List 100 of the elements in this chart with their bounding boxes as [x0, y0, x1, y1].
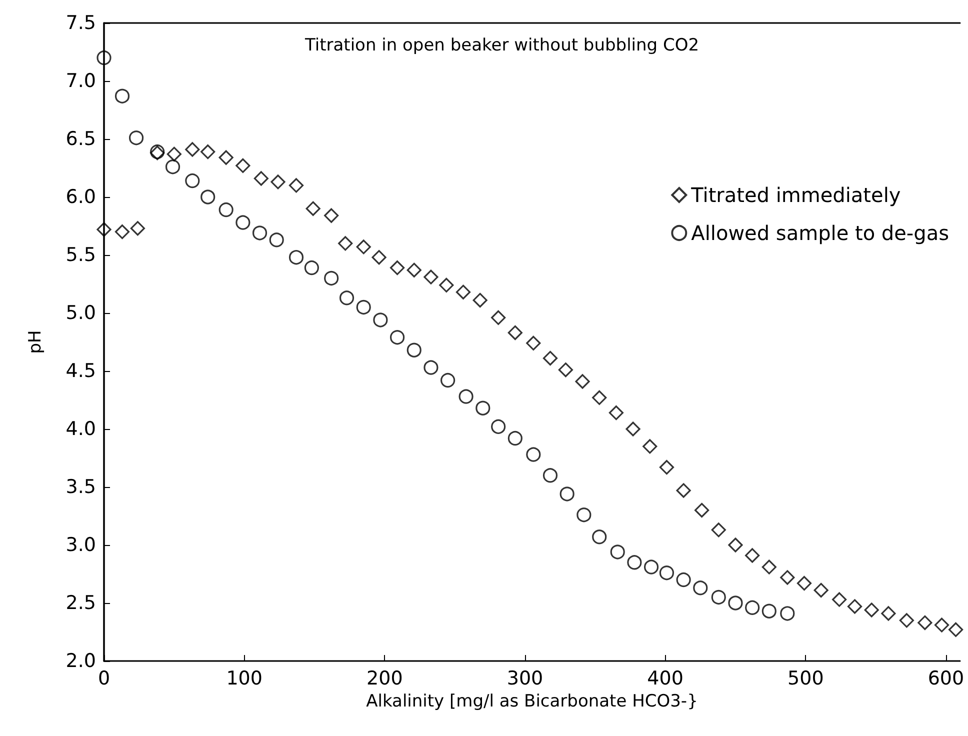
- point: [711, 590, 726, 604]
- point: [558, 362, 573, 378]
- point: [114, 88, 130, 104]
- point: [165, 160, 180, 174]
- point: [218, 202, 234, 218]
- point: [864, 602, 879, 618]
- point: [96, 222, 112, 237]
- point: [288, 178, 304, 193]
- point: [676, 572, 691, 588]
- point: [948, 622, 964, 637]
- point: [304, 260, 319, 276]
- point: [356, 240, 371, 254]
- y-tick-label: 6.5: [66, 128, 96, 150]
- point: [608, 405, 624, 420]
- point: [440, 372, 456, 388]
- y-tick-label: 3.5: [66, 476, 96, 498]
- point: [373, 312, 388, 328]
- x-tick-label: 300: [506, 668, 544, 690]
- y-tick-label: 2.5: [66, 592, 96, 614]
- point: [324, 270, 339, 286]
- y-tick-label: 5.5: [66, 244, 96, 266]
- point: [306, 201, 320, 216]
- point: [254, 171, 268, 186]
- point: [339, 290, 354, 306]
- point: [372, 250, 386, 265]
- point: [185, 173, 200, 188]
- point: [96, 50, 112, 66]
- legend-label: Titrated immediately: [690, 183, 901, 207]
- point: [424, 270, 438, 284]
- point: [780, 606, 795, 621]
- point: [762, 604, 776, 618]
- point: [130, 221, 145, 236]
- y-tick-label: 6.0: [66, 186, 96, 208]
- point: [458, 389, 474, 404]
- point: [390, 260, 405, 276]
- point: [526, 336, 541, 350]
- point: [269, 232, 284, 248]
- point: [236, 158, 250, 173]
- point: [200, 144, 216, 160]
- point: [508, 430, 522, 446]
- point: [694, 502, 710, 518]
- x-tick-label: 200: [366, 668, 403, 690]
- point: [236, 215, 250, 230]
- point: [934, 618, 950, 632]
- y-tick-label: 2.0: [66, 650, 96, 672]
- point: [610, 544, 625, 560]
- y-tick-label: 4.0: [66, 418, 96, 440]
- point: [627, 555, 642, 570]
- point: [711, 522, 726, 538]
- point: [424, 360, 438, 375]
- x-tick-label: 400: [647, 668, 684, 690]
- point: [338, 236, 353, 251]
- point: [592, 390, 607, 405]
- point: [406, 342, 422, 358]
- point: [575, 374, 590, 389]
- point: [456, 284, 471, 300]
- point: [114, 224, 130, 240]
- x-tick-label: 100: [226, 668, 262, 690]
- y-tick-label: 4.5: [66, 360, 96, 382]
- x-tick-label: 500: [788, 668, 824, 690]
- point: [592, 530, 607, 544]
- point: [324, 208, 339, 223]
- point: [576, 508, 592, 522]
- y-tick-label: 7.0: [66, 70, 96, 92]
- point: [218, 150, 234, 165]
- point: [626, 422, 640, 436]
- legend-label: Allowed sample to de-gas: [691, 221, 949, 245]
- point: [659, 460, 674, 475]
- point: [745, 548, 760, 563]
- point: [542, 350, 558, 366]
- x-tick-label: 0: [98, 668, 110, 690]
- point: [659, 566, 674, 580]
- point: [526, 447, 541, 462]
- point: [356, 300, 371, 314]
- y-tick-label: 3.0: [66, 534, 96, 556]
- point: [542, 468, 558, 483]
- y-tick-label: 7.5: [66, 12, 96, 34]
- x-tick-label: 600: [928, 668, 964, 690]
- point: [780, 570, 795, 585]
- point: [642, 439, 658, 454]
- point: [288, 250, 304, 265]
- point: [406, 262, 422, 278]
- point: [762, 560, 776, 574]
- point: [881, 606, 896, 621]
- x-axis-title: Alkalinity [mg/l as Bicarbonate HCO3-}: [366, 691, 698, 712]
- point: [728, 538, 743, 552]
- point: [439, 278, 454, 292]
- y-axis-title: pH: [26, 330, 46, 354]
- y-tick-label: 5.0: [66, 302, 96, 324]
- point: [644, 560, 659, 574]
- point: [899, 613, 914, 628]
- text: Titration in open beaker without bubbling CO2: [304, 36, 700, 56]
- point: [476, 400, 490, 416]
- point: [847, 599, 862, 614]
- point: [832, 592, 847, 607]
- point: [185, 142, 200, 157]
- point: [491, 310, 506, 325]
- point: [472, 292, 488, 308]
- point: [728, 596, 743, 610]
- point: [491, 419, 506, 434]
